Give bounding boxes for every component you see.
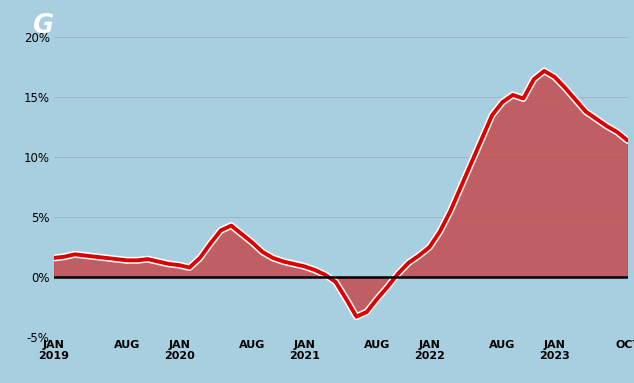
Text: GROCERY PRICE INFLATION SINCE 2019: GROCERY PRICE INFLATION SINCE 2019 bbox=[34, 13, 600, 39]
